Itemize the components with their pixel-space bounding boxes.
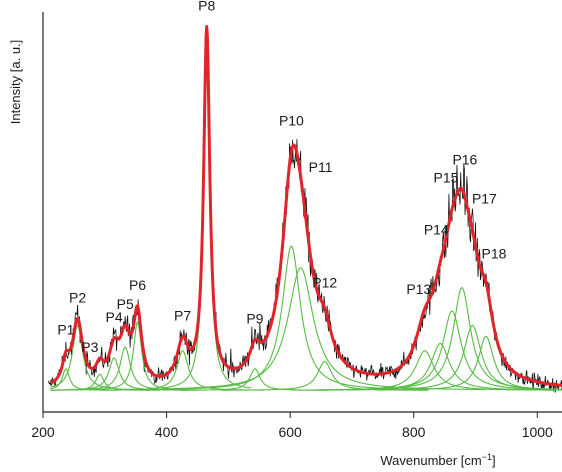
peak-label-p10: P10 — [279, 112, 304, 128]
component-peak-p8 — [162, 37, 252, 389]
peak-label-p1: P1 — [57, 322, 74, 338]
component-peak-p18 — [374, 335, 562, 391]
peak-label-p16: P16 — [452, 151, 477, 167]
x-tick-label-1000: 1000 — [522, 424, 553, 440]
axes — [42, 12, 562, 413]
peak-label-p4: P4 — [106, 309, 123, 325]
peak-label-p17: P17 — [472, 190, 497, 206]
x-ticks: 200 400 600 800 1000 — [31, 412, 553, 440]
x-axis-title-superscript: −1 — [482, 452, 492, 462]
peak-label-p7: P7 — [174, 307, 191, 323]
peak-label-p15: P15 — [434, 169, 459, 185]
peak-label-p9: P9 — [246, 310, 263, 326]
x-axis-title-main: Wavenumber [cm — [380, 453, 481, 468]
component-peak-p11 — [115, 267, 486, 391]
peak-label-p2: P2 — [69, 289, 86, 305]
x-tick-label-800: 800 — [402, 424, 426, 440]
peak-label-p6: P6 — [129, 277, 146, 293]
plot-area — [47, 24, 562, 393]
peak-label-p12: P12 — [312, 275, 337, 291]
x-tick-label-200: 200 — [31, 424, 55, 440]
x-tick-label-600: 600 — [278, 424, 302, 440]
x-tick-label-400: 400 — [155, 424, 179, 440]
peak-label-p8: P8 — [198, 0, 215, 14]
peak-label-p14: P14 — [424, 221, 449, 237]
peak-label-p5: P5 — [117, 296, 134, 312]
fit-envelope-line — [49, 24, 562, 387]
peak-label-p18: P18 — [482, 246, 507, 262]
component-peak-p3 — [50, 373, 160, 391]
y-axis-title: Intensity [a. u.] — [8, 40, 23, 125]
x-axis-title-suffix: ] — [492, 453, 496, 468]
component-peak-p13 — [291, 350, 559, 391]
x-axis-title: Wavenumber [cm−1] — [380, 452, 495, 468]
peak-label-p3: P3 — [81, 339, 98, 355]
peak-label-p11: P11 — [309, 159, 333, 175]
peak-label-p13: P13 — [406, 281, 431, 297]
